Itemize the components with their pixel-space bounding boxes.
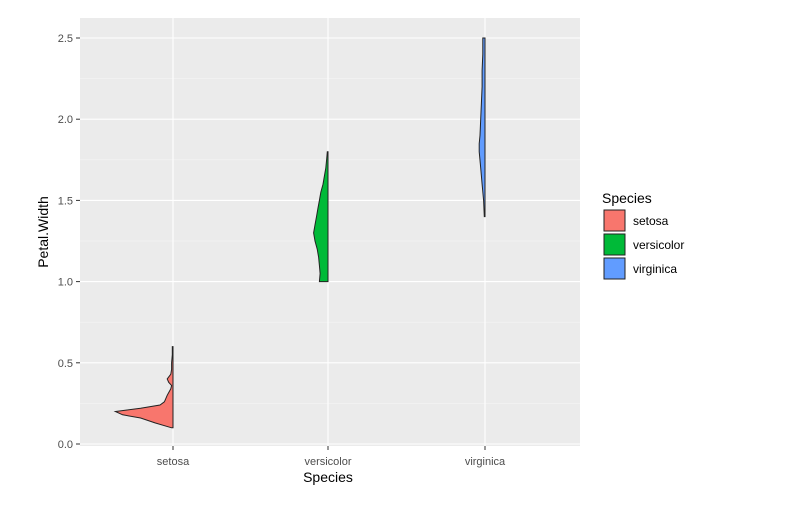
legend-label-setosa: setosa: [633, 214, 669, 228]
y-tick-label: 2.0: [58, 114, 73, 126]
violin-virginica: [478, 37, 486, 218]
x-axis-title: Species: [303, 469, 353, 485]
violin-versicolor: [313, 151, 329, 283]
x-tick-label: setosa: [157, 456, 190, 468]
legend-label-versicolor: versicolor: [633, 238, 684, 252]
violin-layer: [113, 37, 486, 429]
y-tick-label: 1.5: [58, 195, 73, 207]
legend-key-setosa: [603, 209, 626, 232]
legend: Species setosa versicolor virginica: [602, 190, 684, 280]
y-tick-label: 0.0: [58, 439, 73, 451]
y-tick-label: 2.5: [58, 33, 73, 45]
y-axis: 0.0 0.5 1.0 1.5 2.0 2.5: [58, 33, 80, 451]
legend-key-virginica: [603, 257, 626, 280]
y-tick-label: 0.5: [58, 358, 73, 370]
plot-panel: [80, 18, 580, 446]
x-tick-label: virginica: [465, 456, 506, 468]
x-axis: setosa versicolor virginica: [157, 446, 506, 468]
legend-title: Species: [602, 190, 652, 206]
y-tick-label: 1.0: [58, 277, 73, 289]
legend-key-versicolor: [603, 233, 626, 256]
x-tick-label: versicolor: [304, 456, 351, 468]
violin-setosa: [113, 346, 174, 429]
legend-label-virginica: virginica: [633, 262, 677, 276]
legend-items: setosa versicolor virginica: [603, 209, 684, 280]
y-axis-title: Petal.Width: [35, 196, 51, 268]
minor-gridlines: [80, 78, 580, 404]
